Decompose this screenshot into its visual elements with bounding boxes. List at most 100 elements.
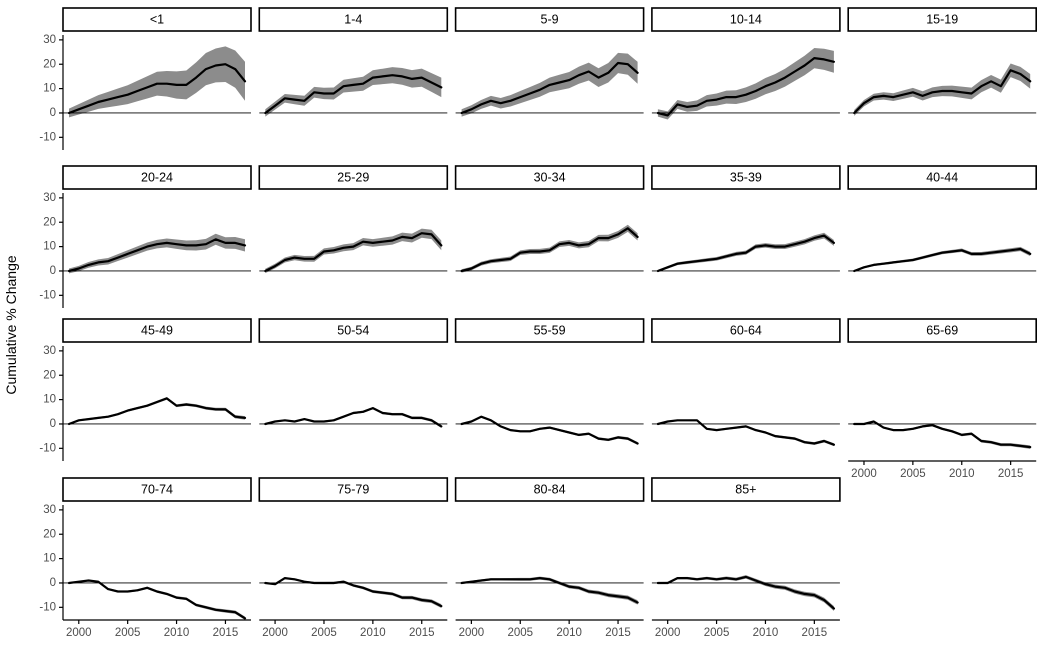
facet-strip-label: 45-49 xyxy=(141,323,173,337)
x-tick-label: 2000 xyxy=(66,627,92,639)
x-tick-label: 2005 xyxy=(115,627,141,639)
y-tick-label: 30 xyxy=(43,192,56,204)
x-tick-label: 2000 xyxy=(459,627,485,639)
y-tick-label: 20 xyxy=(43,369,56,381)
y-tick-label: -10 xyxy=(39,131,56,143)
y-axis-title: Cumulative % Change xyxy=(3,255,19,395)
facet-panel: <1 30 20 10 0 -10 xyxy=(39,7,252,150)
facet-strip-label: 15-19 xyxy=(926,12,958,26)
x-tick-label: 2015 xyxy=(802,627,828,639)
facet-strip xyxy=(651,318,841,343)
facet-strip-label: 20-24 xyxy=(141,170,173,184)
y-tick-label: 0 xyxy=(50,418,56,430)
confidence-ribbon xyxy=(69,579,245,620)
y-tick-label: 10 xyxy=(43,241,56,253)
facet-strip xyxy=(847,165,1038,190)
y-axis: 30 20 10 0 -10 xyxy=(39,34,64,150)
facet-strip xyxy=(454,165,645,190)
facet-strip xyxy=(258,7,449,32)
y-tick-label: 10 xyxy=(43,553,56,565)
y-axis: 30 20 10 0 -10 xyxy=(39,504,64,620)
confidence-ribbon xyxy=(657,47,834,120)
facet-strip xyxy=(258,318,449,343)
x-tick-label: 2010 xyxy=(360,627,386,639)
facet-strip-label: 80-84 xyxy=(534,482,566,496)
facet-strip-label: <1 xyxy=(150,12,164,26)
facet-strip-label: 1-4 xyxy=(344,12,362,26)
line-series xyxy=(656,575,835,610)
y-tick-label: -10 xyxy=(39,601,56,613)
facet-strip xyxy=(62,477,252,502)
line-series xyxy=(853,420,1032,449)
x-tick-label: 2005 xyxy=(900,468,926,480)
facet-strip xyxy=(651,7,841,32)
line-series xyxy=(460,61,639,115)
facet-strip xyxy=(454,477,645,502)
y-tick-label: 0 xyxy=(50,265,56,277)
line-series xyxy=(67,63,247,115)
facet-strip-label: 75-79 xyxy=(337,482,369,496)
facet-panel: 75-79 2000 2005 2010 2015 xyxy=(258,477,449,639)
facet-strip-label: 10-14 xyxy=(730,12,762,26)
line-series xyxy=(460,227,639,273)
facet-strip xyxy=(454,318,645,343)
y-tick-label: 30 xyxy=(43,34,56,46)
line-series xyxy=(67,397,247,426)
facet-panel: 1-4 xyxy=(258,7,449,117)
line-series xyxy=(853,247,1032,273)
line-series xyxy=(264,74,443,115)
facet-panel: 25-29 xyxy=(258,165,449,274)
facet-panel: 35-39 xyxy=(651,165,841,273)
facet-strip xyxy=(62,7,252,32)
line-series xyxy=(656,57,835,117)
confidence-ribbon xyxy=(657,575,834,611)
line-series xyxy=(264,407,443,428)
facet-panel: 30-34 xyxy=(454,165,645,273)
x-axis: 2000 2005 2010 2015 xyxy=(259,619,448,639)
facet-panel: 60-64 xyxy=(651,318,841,447)
confidence-ribbon xyxy=(265,228,442,274)
facet-strip xyxy=(258,165,449,190)
x-tick-label: 2015 xyxy=(998,468,1024,480)
confidence-ribbon xyxy=(461,576,638,605)
x-axis: 2000 2005 2010 2015 xyxy=(651,619,840,639)
confidence-ribbon xyxy=(854,63,1031,116)
x-tick-label: 2000 xyxy=(655,627,681,639)
facet-strip-label: 5-9 xyxy=(541,12,559,26)
x-tick-label: 2000 xyxy=(262,627,288,639)
facet-strip-label: 70-74 xyxy=(141,482,173,496)
facet-panel: 15-19 xyxy=(847,7,1038,116)
facet-panel: 40-44 xyxy=(847,165,1038,273)
facet-strip-label: 40-44 xyxy=(926,170,958,184)
y-tick-label: 30 xyxy=(43,504,56,516)
x-tick-label: 2015 xyxy=(409,627,435,639)
x-tick-label: 2005 xyxy=(507,627,533,639)
facet-strip-label: 55-59 xyxy=(534,323,566,337)
y-axis: 30 20 10 0 -10 xyxy=(39,192,64,308)
facet-panel: 45-49 30 20 10 0 -10 xyxy=(39,318,252,461)
line-series xyxy=(656,234,835,273)
facet-strip xyxy=(62,318,252,343)
line-series xyxy=(67,238,247,273)
facet-strip xyxy=(651,165,841,190)
x-tick-label: 2010 xyxy=(164,627,190,639)
y-tick-label: 20 xyxy=(43,528,56,540)
y-tick-label: 10 xyxy=(43,394,56,406)
confidence-ribbon xyxy=(265,67,442,117)
facet-strip xyxy=(62,165,252,190)
facet-strip xyxy=(847,7,1038,32)
x-tick-label: 2005 xyxy=(311,627,337,639)
facet-strip-label: 85+ xyxy=(735,482,756,496)
x-axis: 2000 2005 2010 2015 xyxy=(848,460,1037,480)
x-tick-label: 2005 xyxy=(704,627,730,639)
facet-strip-label: 65-69 xyxy=(926,323,958,337)
facet-panel: 55-59 xyxy=(454,318,645,445)
line-series xyxy=(264,232,443,273)
x-tick-label: 2015 xyxy=(213,627,239,639)
line-series xyxy=(460,577,639,604)
facet-strip-label: 35-39 xyxy=(730,170,762,184)
facet-strip xyxy=(454,7,645,32)
confidence-ribbon xyxy=(461,224,638,273)
